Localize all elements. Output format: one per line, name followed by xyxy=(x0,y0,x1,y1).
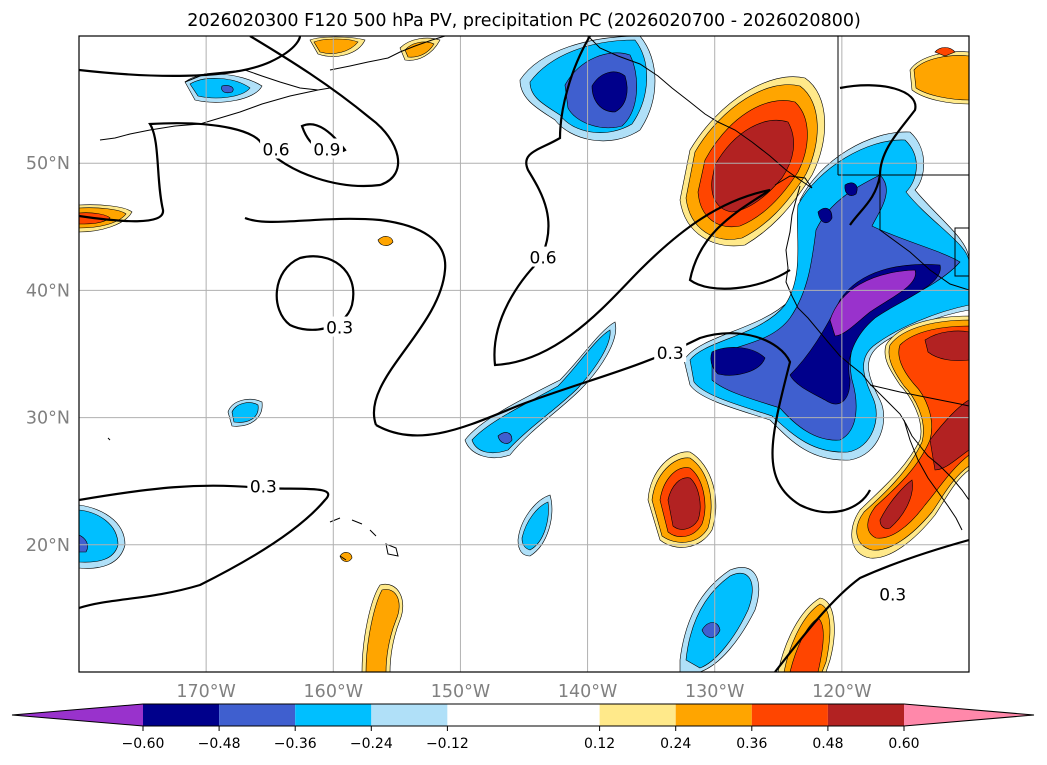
colorbar-tick-label: 0.12 xyxy=(584,736,615,752)
precip-pos-alaska xyxy=(404,41,435,58)
pv-contours xyxy=(79,36,969,672)
map-frame xyxy=(78,35,970,673)
colorbar-tick-label: 0.36 xyxy=(736,736,767,752)
colorbar: −0.60 −0.48 −0.36 −0.24 −0.12 0.12 0.24 0.36 0.4… xyxy=(11,703,1035,752)
colorbar-segment xyxy=(675,704,752,726)
precip-pos-california-baja xyxy=(879,330,969,529)
precip-pos-bc xyxy=(711,120,794,213)
precip-neg-central-pacific xyxy=(497,432,513,444)
precip-pos-small xyxy=(339,552,353,562)
contour-label: 0.6 xyxy=(530,249,557,269)
contour-label-bg xyxy=(247,475,280,496)
contour-label: 0.3 xyxy=(250,478,277,498)
us-west-coast xyxy=(785,185,969,501)
contour-label: 0.9 xyxy=(313,140,340,160)
precip-neg-gulf-alaska xyxy=(591,71,628,113)
colorbar-segment xyxy=(371,704,448,726)
latitude-labels: 50°N 40°N 30°N 20°N xyxy=(26,154,70,556)
colorbar-segment xyxy=(827,704,904,726)
lat-tick-label: 40°N xyxy=(26,281,70,301)
lon-tick-label: 120°W xyxy=(812,682,871,702)
colorbar-tick-label: −0.36 xyxy=(274,736,317,752)
contour-label: 0.3 xyxy=(879,586,906,606)
contour-label: 0.3 xyxy=(326,319,353,339)
longitude-labels: 170°W 160°W 150°W 140°W 130°W 120°W xyxy=(176,682,871,702)
lon-tick-label: 140°W xyxy=(558,682,617,702)
lon-tick-label: 160°W xyxy=(304,682,363,702)
lon-tick-label: 170°W xyxy=(176,682,235,702)
colorbar-extend-min xyxy=(12,704,143,726)
contour-label-bg xyxy=(310,138,343,159)
colorbar-segment xyxy=(143,704,220,726)
vancouver-island xyxy=(774,175,813,189)
colorbar-tick-label: −0.24 xyxy=(350,736,393,752)
precip-neg-west-coast xyxy=(817,207,833,224)
precip-neg-subtropic xyxy=(521,501,549,551)
pv-contour-0.6-east xyxy=(493,36,791,367)
pv-contour-labels: 0.6 0.9 0.6 0.3 0.3 0.3 0.3 xyxy=(247,138,909,606)
precip-pos-aleutian xyxy=(313,38,359,54)
precip-pos-small xyxy=(377,236,394,246)
lat-tick-label: 50°N xyxy=(26,154,70,174)
colorbar-segment xyxy=(447,704,600,726)
colorbar-segment xyxy=(599,704,676,726)
precip-neg-west-coast xyxy=(789,264,941,405)
colorbar-segment xyxy=(219,704,296,726)
pv-contour-0.6-bc xyxy=(839,84,917,226)
precip-neg-california xyxy=(829,269,916,337)
colorbar-tick-label: 0.48 xyxy=(812,736,843,752)
lon-tick-label: 130°W xyxy=(685,682,744,702)
colorbar-tick-label: −0.12 xyxy=(426,736,469,752)
colorbar-tick-label: 0.60 xyxy=(888,736,919,752)
lat-tick-label: 20°N xyxy=(26,536,70,556)
precip-neg-south xyxy=(685,572,753,669)
aleutian-coast xyxy=(184,69,331,91)
contour-label-bg xyxy=(260,138,293,159)
map-panel: 0.6 0.9 0.6 0.3 0.3 0.3 0.3 xyxy=(79,36,969,672)
chart-title: 2026020300 F120 500 hPa PV, precipitatio… xyxy=(187,11,861,31)
colorbar-tick-label: −0.48 xyxy=(198,736,241,752)
precipitation-shading xyxy=(79,36,969,672)
contour-label-bg xyxy=(876,583,909,604)
pv-contour-0.3-south xyxy=(774,538,969,672)
pv-contour-0.3-main xyxy=(244,216,871,514)
bc-coast xyxy=(587,36,813,189)
lat-tick-label: 30°N xyxy=(26,409,70,429)
contour-label: 0.3 xyxy=(657,344,684,364)
contour-label-bg xyxy=(527,246,560,267)
colorbar-tick-label: 0.24 xyxy=(660,736,691,752)
colorbar-segment xyxy=(295,704,372,726)
alaska-coast xyxy=(329,36,446,71)
state-box xyxy=(954,227,969,277)
contour-label-bg xyxy=(654,342,687,362)
hawaii-islands xyxy=(329,517,399,561)
mexico-border xyxy=(869,384,969,407)
colorbar-extend-max xyxy=(904,704,1034,726)
state-borders xyxy=(879,175,969,291)
precip-pos-hawaii-east xyxy=(667,477,701,530)
contour-label: 0.6 xyxy=(263,140,290,160)
baja-coast xyxy=(903,419,963,531)
pv-contour-0.6-north xyxy=(79,36,302,77)
lon-tick-label: 150°W xyxy=(431,682,490,702)
contour-label-bg xyxy=(323,316,356,337)
precip-neg-west-coast xyxy=(710,347,766,376)
small-island xyxy=(107,437,111,441)
precip-pos-canada xyxy=(913,55,969,101)
precip-neg-west-coast xyxy=(844,182,858,196)
precip-pos-canada xyxy=(934,47,956,57)
precip-pos-tropics xyxy=(365,589,400,672)
precip-neg-aleutian xyxy=(221,85,234,94)
colorbar-tick-label: −0.60 xyxy=(122,736,165,752)
precip-neg-south xyxy=(701,622,721,638)
pv-contour-0.3-southwest xyxy=(79,484,330,610)
colorbar-segment xyxy=(751,704,828,726)
